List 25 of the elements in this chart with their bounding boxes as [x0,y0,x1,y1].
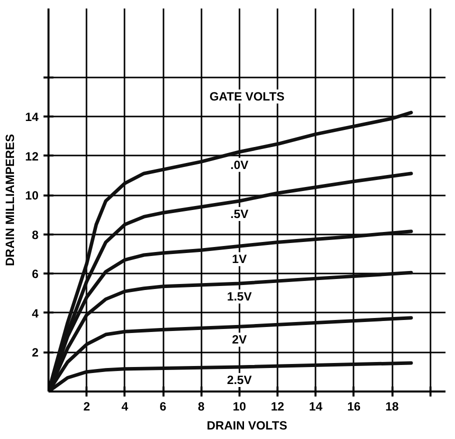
x-tick-label: 10 [232,400,246,414]
annotation: GATE VOLTS [210,90,284,104]
x-tick-label: 4 [122,400,129,414]
x-axis-title: DRAIN VOLTS [206,418,288,432]
y-tick-label: 12 [25,149,39,164]
series-label: 1.5V [227,289,252,304]
series-label: 2.5V [227,372,252,387]
y-tick-label: 10 [25,188,39,203]
series-label: 1V [232,252,247,266]
x-tick-label: 14 [309,400,323,414]
x-tick-label: 16 [347,400,361,414]
y-tick-label: 2 [32,346,39,360]
y-axis-title: DRAIN MILLIAMPERES [3,134,18,266]
y-tick-label: 8 [32,228,39,242]
x-tick-label: 18 [385,400,400,414]
y-tick-label: 6 [32,267,39,282]
series-label: .5V [230,206,248,221]
series-label: .0V [230,158,248,172]
x-tick-label: 8 [198,400,205,414]
y-tick-label: 4 [32,306,39,320]
x-tick-label: 2 [83,400,90,414]
x-tick-label: 6 [160,400,167,414]
series-label: 2V [232,332,247,347]
x-tick-label: 12 [270,400,285,414]
y-tick-label: 14 [25,110,39,124]
